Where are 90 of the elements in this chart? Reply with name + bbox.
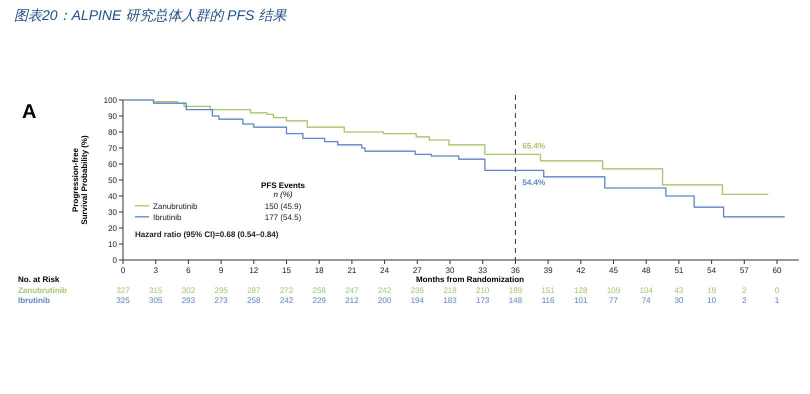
x-axis-title: Months from Randomization — [416, 275, 524, 284]
annotation: n (%) — [273, 190, 293, 199]
text: 109 — [606, 286, 621, 295]
text: 74 — [642, 296, 652, 305]
x-tick-label: 51 — [674, 266, 684, 275]
y-axis-title: Progression-free Survival Probability (%) — [71, 134, 89, 225]
y-tick-label: 30 — [108, 208, 118, 217]
x-tick-label: 3 — [153, 266, 158, 275]
x-tick-label: 24 — [380, 266, 390, 275]
x-tick-label: 15 — [282, 266, 292, 275]
annotation: 177 (54.5) — [264, 212, 302, 222]
text: 218 — [443, 286, 458, 295]
text: 315 — [149, 286, 163, 295]
x-tick-label: 39 — [544, 266, 554, 275]
y-tick-label: 20 — [108, 224, 118, 233]
text: 2 — [742, 286, 748, 295]
y-tick-label: 10 — [108, 240, 118, 249]
x-tick-label: 30 — [446, 266, 455, 275]
y-tick-label: 0 — [112, 256, 118, 265]
chart-title: 图表20：ALPINE 研究总体人群的 PFS 结果 — [14, 7, 288, 23]
x-tick-label: 60 — [772, 266, 782, 275]
x-tick-label: 18 — [314, 266, 324, 275]
text: A — [22, 101, 36, 123]
text: Zanubrutinib — [18, 286, 67, 295]
text: 212 — [345, 296, 360, 305]
text: 236 — [410, 286, 425, 295]
text: 287 — [247, 286, 262, 295]
x-tick-label: 48 — [642, 266, 652, 275]
text: 242 — [280, 296, 294, 305]
text: 1 — [774, 296, 780, 305]
text: 258 — [247, 296, 262, 305]
text: 116 — [542, 296, 556, 305]
x-tick-label: 9 — [218, 266, 224, 275]
text: 151 — [541, 286, 556, 295]
text: 189 — [508, 286, 523, 295]
text: 273 — [214, 296, 228, 305]
x-tick-label: 36 — [510, 266, 520, 275]
x-tick-label: 21 — [347, 266, 357, 275]
text: 210 — [476, 286, 490, 295]
text: 229 — [312, 296, 326, 305]
text: 247 — [345, 286, 360, 295]
x-tick-label: 27 — [412, 266, 422, 275]
text: 2 — [742, 296, 748, 305]
text: 10 — [707, 296, 717, 305]
y-tick-label: 60 — [108, 160, 118, 169]
y-tick-label: 40 — [108, 192, 118, 201]
legend-label: Zanubrutinib — [153, 202, 198, 211]
y-tick-label: 100 — [104, 96, 118, 105]
x-tick-label: 33 — [478, 266, 488, 275]
text: No. at Risk — [18, 275, 60, 284]
text: 302 — [182, 286, 196, 295]
text: 0 — [774, 286, 780, 295]
text: 19 — [707, 286, 717, 295]
text: 272 — [280, 286, 294, 295]
y-tick-label: 90 — [108, 112, 118, 121]
annotation: Hazard ratio (95% CI)=0.68 (0.54–0.84) — [135, 230, 279, 239]
text: 325 — [116, 296, 130, 305]
text: 200 — [378, 296, 392, 305]
text: 327 — [116, 286, 130, 295]
text: 242 — [378, 286, 392, 295]
x-tick-label: 45 — [609, 266, 618, 275]
x-tick-label: 42 — [576, 266, 586, 275]
x-tick-label: 0 — [120, 266, 126, 275]
text: 295 — [214, 286, 228, 295]
y-tick-label: 80 — [108, 128, 118, 137]
text: 30 — [674, 296, 684, 305]
y-tick-label: 70 — [108, 144, 118, 153]
legend-label: Ibrutinib — [153, 212, 182, 222]
x-tick-label: 12 — [249, 266, 259, 275]
text: 293 — [182, 296, 196, 305]
text: 183 — [443, 296, 458, 305]
text: 43 — [674, 286, 684, 295]
x-tick-label: 54 — [707, 266, 717, 275]
text: 101 — [574, 296, 588, 305]
annotation: 65.4% — [522, 141, 546, 150]
y-tick-label: 50 — [108, 176, 118, 185]
text: Ibrutinib — [18, 296, 50, 305]
x-tick-label: 57 — [740, 266, 750, 275]
annotation: PFS Events — [260, 180, 306, 190]
annotation: 150 (45.9) — [264, 202, 302, 211]
text: 104 — [640, 286, 654, 295]
text: 128 — [574, 286, 588, 295]
text: 148 — [508, 296, 523, 305]
annotation: 54.4% — [522, 178, 546, 187]
text: 258 — [312, 286, 326, 295]
text: 77 — [609, 296, 618, 305]
text: 305 — [149, 296, 163, 305]
x-tick-label: 6 — [186, 266, 192, 275]
text: 173 — [476, 296, 490, 305]
text: 194 — [410, 296, 425, 305]
